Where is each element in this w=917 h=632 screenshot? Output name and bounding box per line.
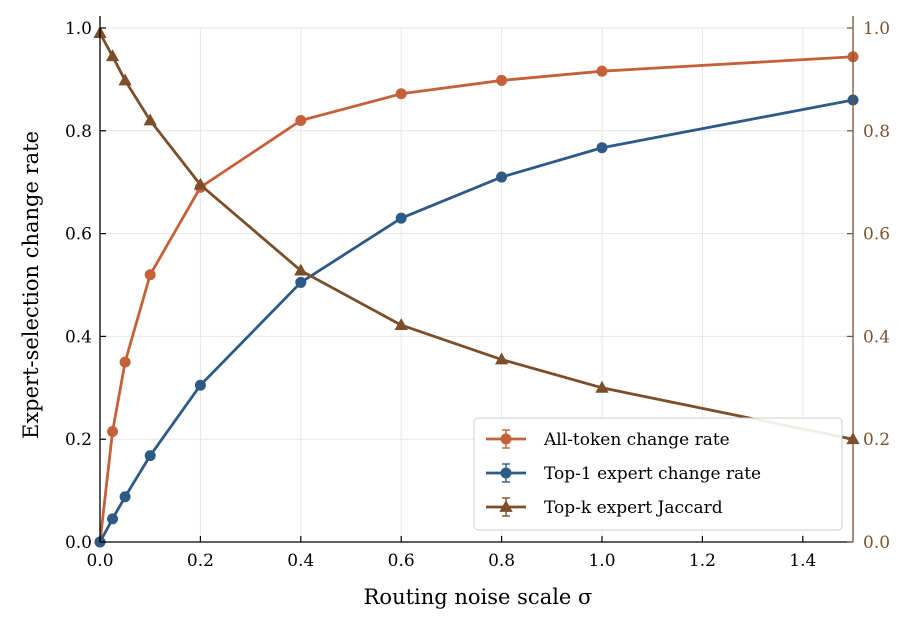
y-tick-label: 0.2 xyxy=(65,430,92,450)
series-line xyxy=(98,98,854,543)
triangle-marker xyxy=(143,113,157,126)
y-right-tick-label: 0.6 xyxy=(863,225,890,245)
y-axis-title: Expert-selection change rate xyxy=(19,131,43,439)
legend-entry: Top-k expert Jaccard xyxy=(486,497,723,518)
circle-marker xyxy=(119,491,131,503)
series-2 xyxy=(93,26,860,445)
triangle-marker xyxy=(118,73,132,86)
y-right-tick-label: 0.4 xyxy=(863,327,890,347)
circle-marker xyxy=(107,513,119,525)
grid xyxy=(99,27,853,543)
legend: All-token change rate Top-1 expert change… xyxy=(473,417,843,531)
circle-marker xyxy=(144,269,156,281)
circle-marker xyxy=(395,88,407,100)
ticks: 0.0 0.2 0.4 0.6 0.8 1.0 1.2 1.4 0.0 0.2 0.4 0.6 0.8 1… xyxy=(65,19,890,571)
series-1 xyxy=(94,94,859,548)
legend-label: Top-k expert Jaccard xyxy=(544,498,723,518)
circle-marker xyxy=(119,356,131,368)
legend-label: Top-1 expert change rate xyxy=(544,464,761,484)
legend-entry: All-token change rate xyxy=(486,429,730,450)
y-right-tick-label: 0.8 xyxy=(863,122,890,142)
x-tick-label: 0.4 xyxy=(287,551,314,571)
circle-marker xyxy=(596,65,608,77)
triangle-marker xyxy=(494,352,509,365)
y-tick-label: 0.4 xyxy=(65,327,92,347)
y-tick-label: 0.8 xyxy=(65,122,92,142)
triangle-marker xyxy=(193,177,208,190)
series-line xyxy=(98,32,854,441)
x-tick-label: 0.8 xyxy=(488,551,515,571)
y-tick-label: 1.0 xyxy=(65,19,92,39)
circle-marker xyxy=(107,425,119,437)
x-tick-label: 0.2 xyxy=(187,551,214,571)
legend-label: All-token change rate xyxy=(543,430,730,450)
legend-entry: Top-1 expert change rate xyxy=(486,463,761,484)
triangle-marker xyxy=(105,49,120,62)
circle-marker xyxy=(496,171,508,183)
x-tick-label: 0.6 xyxy=(388,551,415,571)
circle-marker xyxy=(194,379,206,391)
legend-box xyxy=(473,417,843,531)
x-tick-label: 1.4 xyxy=(789,551,816,571)
circle-marker xyxy=(295,115,307,127)
circle-marker xyxy=(596,142,608,154)
series-layer xyxy=(93,26,860,548)
axes xyxy=(99,16,854,543)
y-right-tick-label: 0.2 xyxy=(863,430,890,450)
x-tick-label: 0.0 xyxy=(86,551,113,571)
x-tick-label: 1.0 xyxy=(588,551,615,571)
triangle-marker xyxy=(294,263,308,276)
triangle-marker xyxy=(595,380,609,393)
y-tick-label: 0.6 xyxy=(65,225,92,245)
circle-marker xyxy=(144,450,156,462)
y-right-tick-label: 0.0 xyxy=(863,533,890,553)
series-line xyxy=(98,55,854,543)
circle-marker xyxy=(395,212,407,224)
circle-marker xyxy=(295,276,307,288)
legend-marker xyxy=(500,467,512,479)
x-tick-label: 1.2 xyxy=(689,551,716,571)
y-right-tick-label: 1.0 xyxy=(863,19,890,39)
legend-marker xyxy=(500,433,512,445)
x-axis-title: Routing noise scale σ xyxy=(364,585,593,609)
y-tick-label: 0.0 xyxy=(65,533,92,553)
circle-marker xyxy=(496,74,508,86)
triangle-marker xyxy=(394,318,408,330)
legend-marker xyxy=(499,500,513,512)
